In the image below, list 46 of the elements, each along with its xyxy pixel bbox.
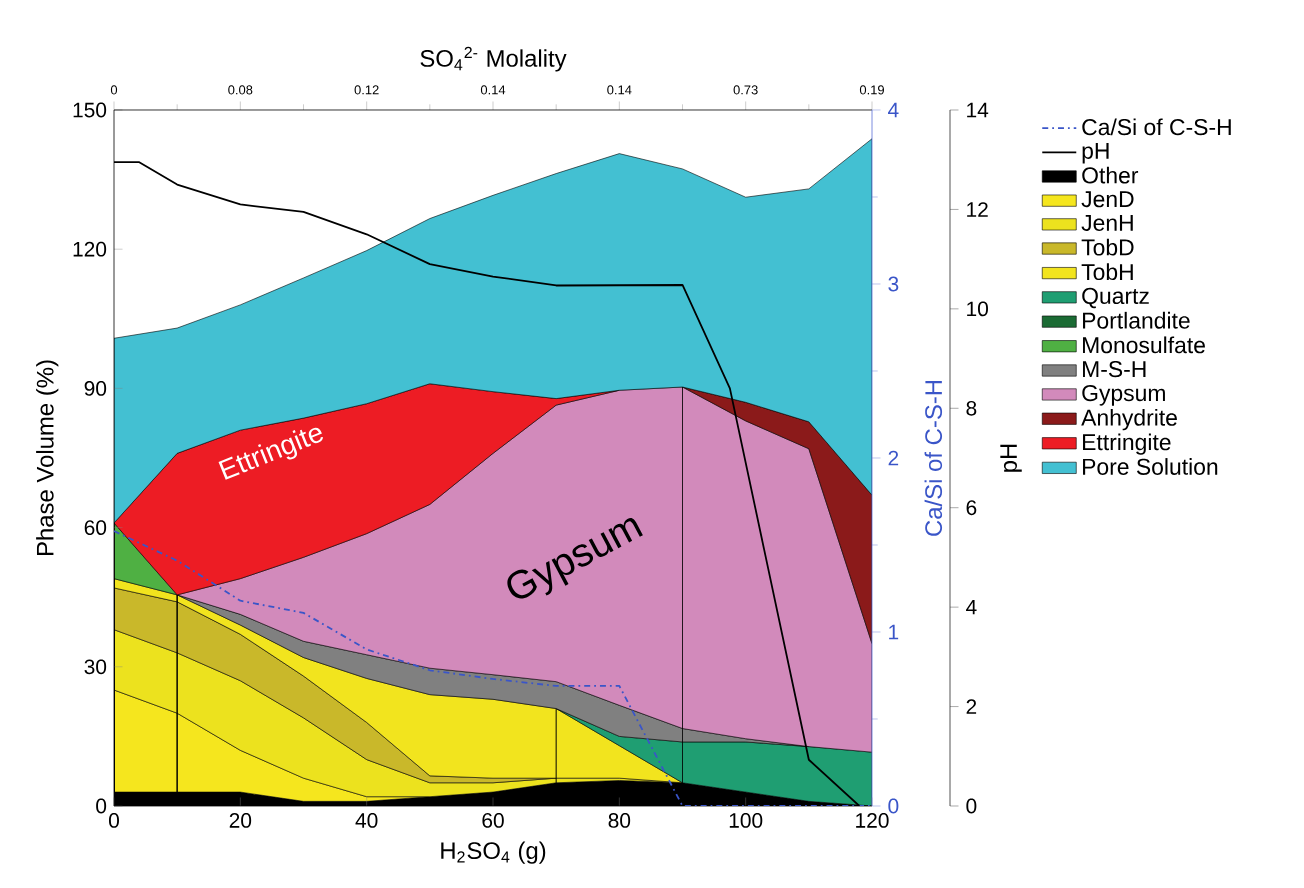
y3-tick-label: 14 — [967, 102, 989, 118]
y2-tick-label: 3 — [888, 276, 899, 292]
y-axis-title: Phase Volume (%) — [36, 360, 59, 556]
y2-tick-label: 2 — [888, 450, 899, 466]
y3-tick-label: 8 — [966, 400, 977, 416]
y2-tick-label: 1 — [889, 624, 899, 640]
x-tick-label: 80 — [608, 813, 631, 828]
legend-label: TobH — [1081, 263, 1133, 281]
legend-label: Anhydrite — [1081, 408, 1177, 431]
y-tick-label: 120 — [73, 241, 107, 257]
legend-label: Monosulfate — [1083, 336, 1205, 354]
y-tick-label: 90 — [84, 381, 107, 396]
legend-label: JenH — [1081, 215, 1133, 231]
x-tick-label: 0 — [108, 813, 119, 828]
y2-tick-label: 4 — [888, 102, 899, 118]
y-tick-label: 0 — [96, 798, 107, 814]
y3-axis-title: pH — [1000, 444, 1022, 472]
legend-label: pH — [1082, 142, 1109, 164]
y3-tick-label: 10 — [967, 301, 988, 317]
legend-label: JenD — [1081, 191, 1134, 208]
y2-tick-label: 0 — [888, 798, 899, 814]
legend-label: Gypsum — [1082, 384, 1165, 406]
legend-label: Portlandite — [1083, 311, 1190, 329]
x-axis-title: H$_{2}$SO$_{4}$ (g) — [441, 841, 546, 864]
legend-label: Ca/Si of C-S-H — [1082, 118, 1231, 136]
y3-tick-label: 12 — [967, 202, 988, 217]
y2-axis-title: Ca/Si of C-S-H — [924, 380, 943, 536]
x-tick-label: 100 — [729, 813, 763, 828]
x-tick-label: 120 — [856, 813, 889, 828]
y3-tick-label: 2 — [966, 699, 977, 714]
x-tick-label: 20 — [229, 813, 252, 828]
x-tick-label: 60 — [482, 813, 504, 828]
legend-label: Quartz — [1082, 287, 1149, 309]
y3-tick-label: 4 — [966, 599, 977, 615]
y-tick-label: 150 — [73, 102, 107, 118]
y-tick-label: 60 — [84, 520, 107, 536]
y-tick-label: 30 — [84, 659, 107, 675]
x-tick-label: 40 — [355, 813, 378, 828]
legend-label: Pore Solution — [1083, 458, 1218, 475]
legend-label: Other — [1082, 166, 1139, 184]
x2-axis-title: SO$_{4}$$^{2-}$ Molality — [420, 46, 567, 72]
y3-tick-label: 6 — [966, 500, 977, 516]
legend-label: TobD — [1081, 238, 1134, 256]
legend-label: M-S-H — [1083, 360, 1146, 378]
y3-tick-label: 0 — [966, 798, 977, 814]
legend-label: Ettringite — [1083, 433, 1171, 455]
